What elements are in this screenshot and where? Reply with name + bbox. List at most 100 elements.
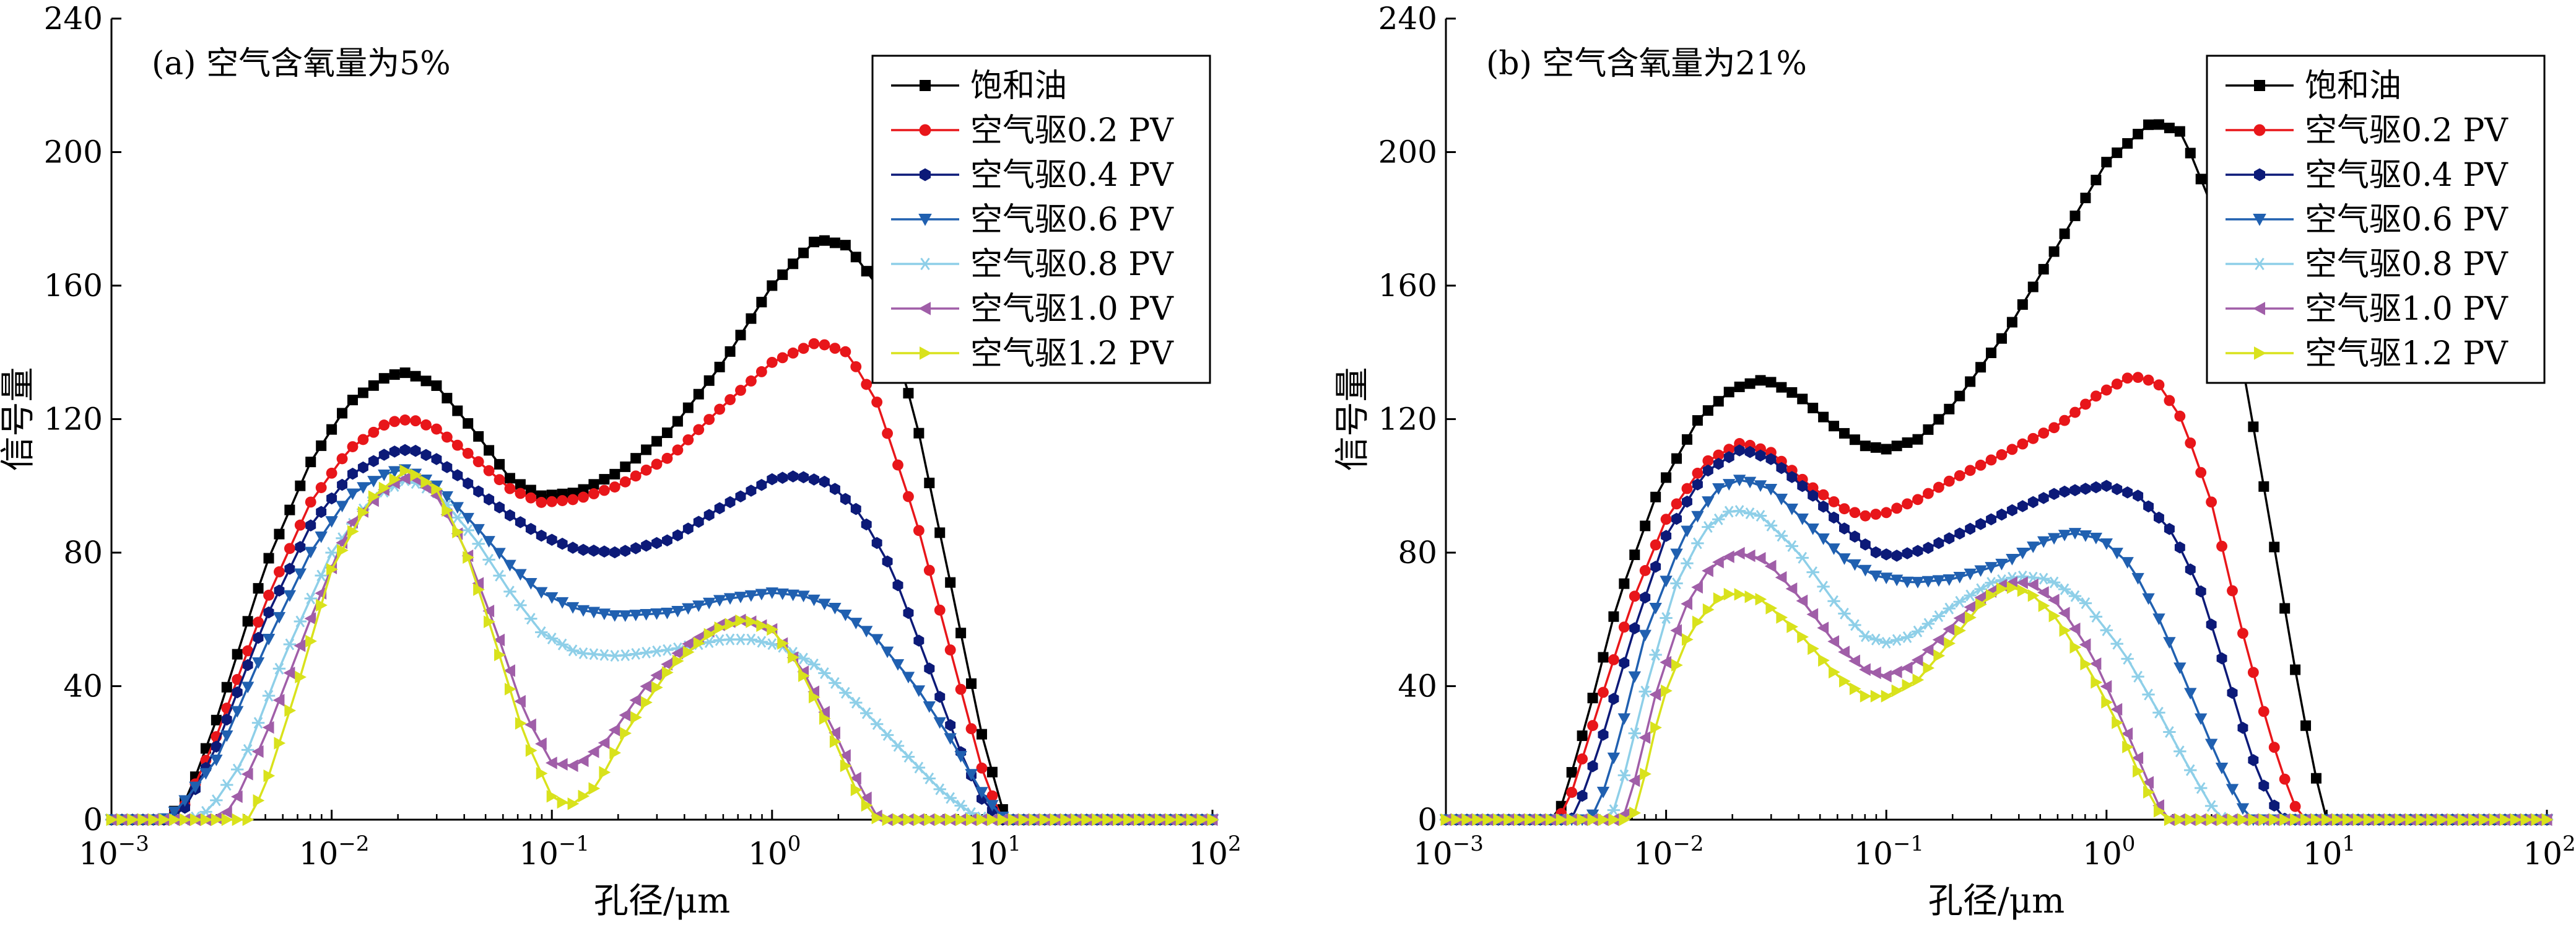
data-point <box>463 551 474 564</box>
data-point <box>2101 480 2112 492</box>
data-point <box>735 614 747 628</box>
data-point <box>641 444 652 455</box>
data-point <box>2048 246 2060 257</box>
data-point <box>525 484 536 496</box>
series-7 <box>1440 581 2554 826</box>
data-point <box>1186 813 1198 826</box>
data-point <box>1754 480 1767 493</box>
data-point <box>1144 813 1156 826</box>
data-point <box>1923 541 1934 554</box>
data-point <box>505 509 515 522</box>
data-point <box>399 367 411 379</box>
data-point <box>630 470 642 482</box>
data-point <box>2110 638 2123 650</box>
data-point <box>2016 576 2028 589</box>
x-tick-label: 10−1 <box>519 831 590 872</box>
data-point <box>807 685 820 698</box>
data-point <box>2185 437 2196 449</box>
x-tick-label: 10−3 <box>1413 831 1484 872</box>
data-point <box>1723 479 1736 491</box>
data-point <box>1869 666 1881 680</box>
data-point <box>923 701 936 713</box>
data-point <box>1598 652 1609 663</box>
data-point <box>1723 444 1735 455</box>
data-point <box>2058 530 2071 541</box>
data-point <box>1890 634 1904 646</box>
data-point <box>347 467 358 480</box>
data-point <box>2248 813 2260 826</box>
data-point <box>2541 813 2554 826</box>
data-point <box>809 473 819 486</box>
x-tick-label: 101 <box>2303 831 2356 872</box>
data-point <box>2185 563 2196 576</box>
data-point <box>1670 548 1683 561</box>
data-point <box>703 414 715 425</box>
data-point <box>1965 522 1976 535</box>
legend-marker <box>920 168 931 182</box>
data-point <box>367 476 380 488</box>
data-point <box>1765 377 1777 388</box>
data-point <box>106 813 118 826</box>
data-point <box>630 542 642 554</box>
data-point <box>232 813 244 826</box>
data-point <box>818 706 830 719</box>
data-point <box>578 543 589 556</box>
data-point <box>295 670 307 684</box>
data-point <box>2091 676 2103 689</box>
data-point <box>882 427 893 439</box>
data-point <box>955 628 967 639</box>
data-point <box>1081 813 1093 826</box>
y-tick-label: 240 <box>1378 1 1437 37</box>
data-point <box>2510 813 2522 826</box>
y-tick-label: 120 <box>1378 401 1437 437</box>
legend-marker <box>2253 124 2266 136</box>
data-point <box>2048 488 2060 500</box>
data-point <box>1545 813 1557 826</box>
data-point <box>2079 638 2091 651</box>
data-point <box>787 347 799 359</box>
data-point <box>2489 813 2501 826</box>
data-point <box>682 402 694 413</box>
data-point <box>524 718 536 732</box>
data-point <box>839 686 852 699</box>
data-point <box>871 397 883 408</box>
data-point <box>1806 566 1819 579</box>
data-point <box>524 613 537 625</box>
data-point <box>2447 813 2459 826</box>
data-point <box>1827 595 1840 607</box>
x-tick-exponent: 2 <box>2562 831 2576 856</box>
data-point <box>976 729 987 740</box>
data-point <box>1985 577 1998 589</box>
data-point <box>504 473 515 484</box>
data-point <box>608 610 621 622</box>
data-point <box>1754 509 1767 522</box>
data-point <box>819 475 830 488</box>
data-point <box>2110 548 2123 559</box>
data-point <box>819 235 830 246</box>
legend-marker <box>2254 80 2265 91</box>
data-point <box>336 501 349 513</box>
data-point <box>263 589 274 601</box>
data-point <box>1912 434 1923 445</box>
data-point <box>945 813 957 826</box>
x-tick-exponent: 2 <box>1228 831 1242 856</box>
data-point <box>1818 654 1830 667</box>
data-point <box>1734 381 1745 392</box>
data-point <box>1944 403 1955 414</box>
data-point <box>2374 813 2386 826</box>
data-point <box>1534 813 1547 826</box>
data-point <box>1007 813 1020 826</box>
data-point <box>861 379 872 390</box>
data-point <box>724 394 736 405</box>
data-point <box>178 795 191 807</box>
x-tick-exponent: −3 <box>118 831 149 856</box>
data-point <box>410 415 421 427</box>
data-point <box>577 605 590 617</box>
data-point <box>2152 613 2165 625</box>
data-point <box>1986 348 1997 359</box>
data-point <box>357 434 369 445</box>
data-point <box>2038 264 2049 275</box>
data-point <box>1671 453 1682 464</box>
data-point <box>536 529 547 542</box>
data-point <box>997 813 1009 826</box>
